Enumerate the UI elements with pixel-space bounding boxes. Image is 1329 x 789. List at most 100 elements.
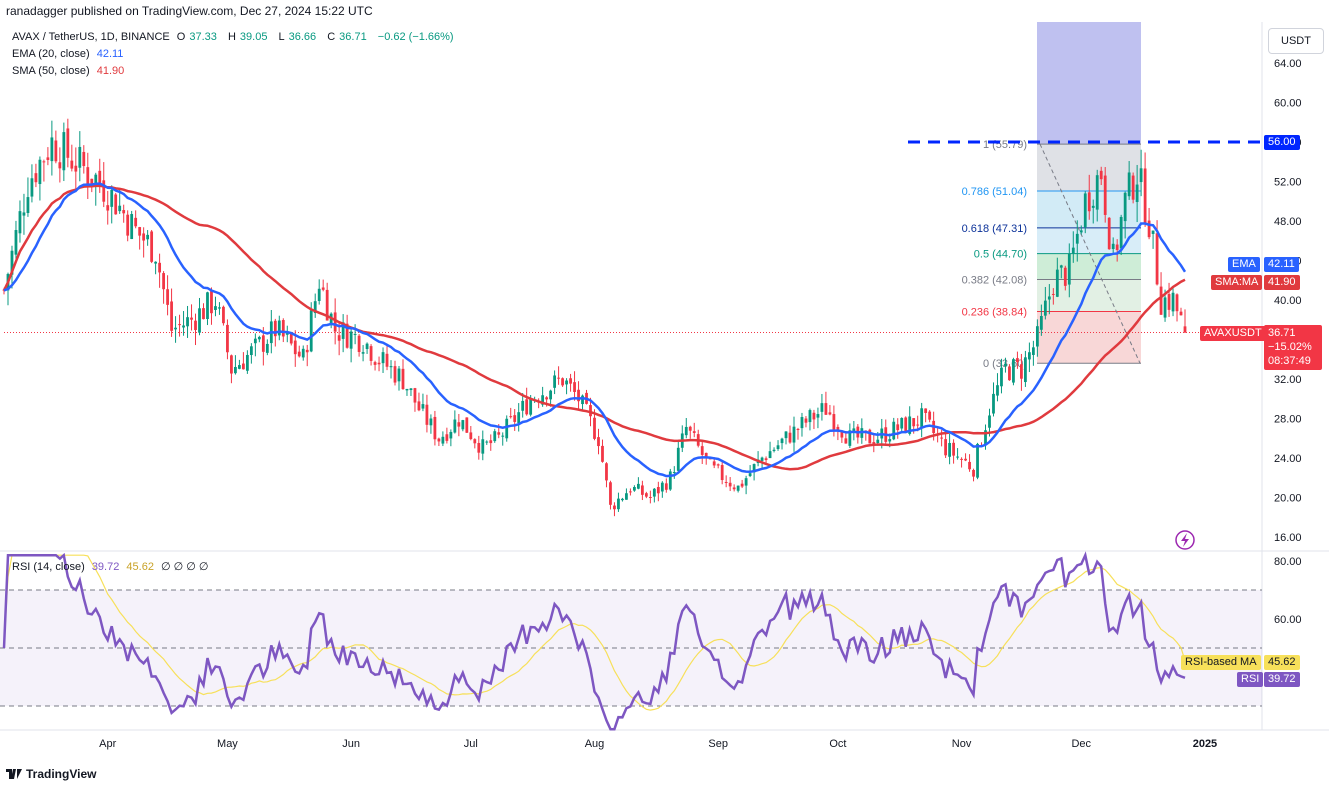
candle-body <box>824 403 828 415</box>
candle-body <box>154 261 158 264</box>
time-tick-label: Apr <box>99 738 116 750</box>
candle-body <box>46 157 50 161</box>
fib-target-zone <box>1037 22 1141 145</box>
candle-body <box>1183 326 1187 333</box>
candle-body <box>317 288 321 301</box>
candle-body <box>18 211 22 234</box>
candle-body <box>621 498 624 501</box>
candle-body <box>1135 184 1139 203</box>
candle-body <box>277 320 281 336</box>
candle-body <box>960 458 963 460</box>
candle-body <box>425 404 429 425</box>
candle-body <box>605 463 608 481</box>
candle-body <box>581 395 584 405</box>
candle-body <box>964 458 967 461</box>
lightning-icon-bolt <box>1181 533 1189 547</box>
candle-body <box>218 307 221 309</box>
sma-legend: SMA (50, close) 41.90 <box>12 65 128 77</box>
candle-body <box>162 273 165 290</box>
footer-brand: TradingView <box>26 767 97 781</box>
candle-body <box>788 432 792 443</box>
ohlc-close: C 36.71 <box>327 31 370 43</box>
candle-body <box>1143 168 1147 224</box>
candle-body <box>198 308 201 333</box>
symbol-label: AVAX / TetherUS, 1D, BINANCE <box>12 31 170 43</box>
candle-body <box>377 362 381 365</box>
ohlc-low: L 36.66 <box>279 31 321 43</box>
candle-body <box>82 151 86 167</box>
candle-body <box>477 442 481 453</box>
candle-body <box>1055 269 1059 297</box>
ema-price-badge: 42.11 <box>1264 257 1299 272</box>
time-tick-label: Aug <box>585 738 605 750</box>
candle-body <box>401 368 405 390</box>
candle-body <box>565 380 568 385</box>
candle-body <box>501 435 505 437</box>
candle-body <box>293 340 297 355</box>
candle-body <box>1167 294 1171 310</box>
candle-body <box>972 469 975 477</box>
candle-body <box>206 292 209 320</box>
close-label: C <box>327 31 336 43</box>
candle-body <box>888 439 892 442</box>
candle-body <box>792 426 796 443</box>
candle-body <box>700 446 704 455</box>
candle-body <box>497 432 501 435</box>
rsi-tick-label: 60.00 <box>1274 614 1302 626</box>
candle-body <box>273 320 277 337</box>
candle-body <box>1012 359 1015 383</box>
candle-body <box>752 464 756 473</box>
candle-body <box>668 471 672 490</box>
candle-body <box>26 197 30 214</box>
candle-body <box>541 395 545 405</box>
candle-body <box>1179 311 1183 316</box>
candle-body <box>876 439 880 444</box>
candle-body <box>222 306 225 324</box>
rsi-badge: 39.72 <box>1264 672 1300 687</box>
candle-body <box>644 493 648 497</box>
candle-body <box>613 505 616 510</box>
high-label: H <box>227 31 236 43</box>
candle-body <box>126 214 130 236</box>
candle-body <box>636 483 640 489</box>
rsi-ma-tag: RSI-based MA <box>1181 655 1261 670</box>
candle-body <box>182 325 185 328</box>
candle-body <box>816 414 820 418</box>
candle-body <box>1107 217 1111 250</box>
candle-body <box>684 426 688 436</box>
open-label: O <box>176 31 186 43</box>
candle-body <box>241 363 245 370</box>
candle-body <box>776 445 780 449</box>
candle-body <box>617 498 620 510</box>
candle-body <box>1095 175 1099 210</box>
candle-body <box>1047 296 1051 300</box>
last-price: 36.71 <box>1268 327 1296 339</box>
candle-body <box>784 431 788 439</box>
candle-body <box>90 178 94 185</box>
candle-body <box>828 412 832 415</box>
candle-body <box>692 431 696 433</box>
currency-button[interactable]: USDT <box>1268 28 1324 54</box>
sma-legend-value: 41.90 <box>96 65 125 77</box>
candle-body <box>365 343 369 349</box>
candle-body <box>509 416 513 418</box>
fib-trend-line <box>1039 143 1141 364</box>
candle-body <box>656 487 660 494</box>
candle-body <box>70 160 74 169</box>
candle-body <box>281 320 285 337</box>
tradingview-logo: TradingView <box>6 767 96 781</box>
candle-body <box>553 375 556 388</box>
candle-body <box>158 262 162 273</box>
fib-level-label: 0.786 (51.04) <box>962 186 1027 198</box>
candle-body <box>166 289 169 305</box>
candle-body <box>118 205 122 212</box>
candle-body <box>820 403 824 412</box>
candle-body <box>30 178 34 197</box>
candle-body <box>804 418 808 423</box>
candle-body <box>226 324 229 353</box>
candle-body <box>812 412 816 420</box>
candle-body <box>912 418 916 427</box>
candle-body <box>648 496 652 498</box>
candle-body <box>892 421 896 440</box>
